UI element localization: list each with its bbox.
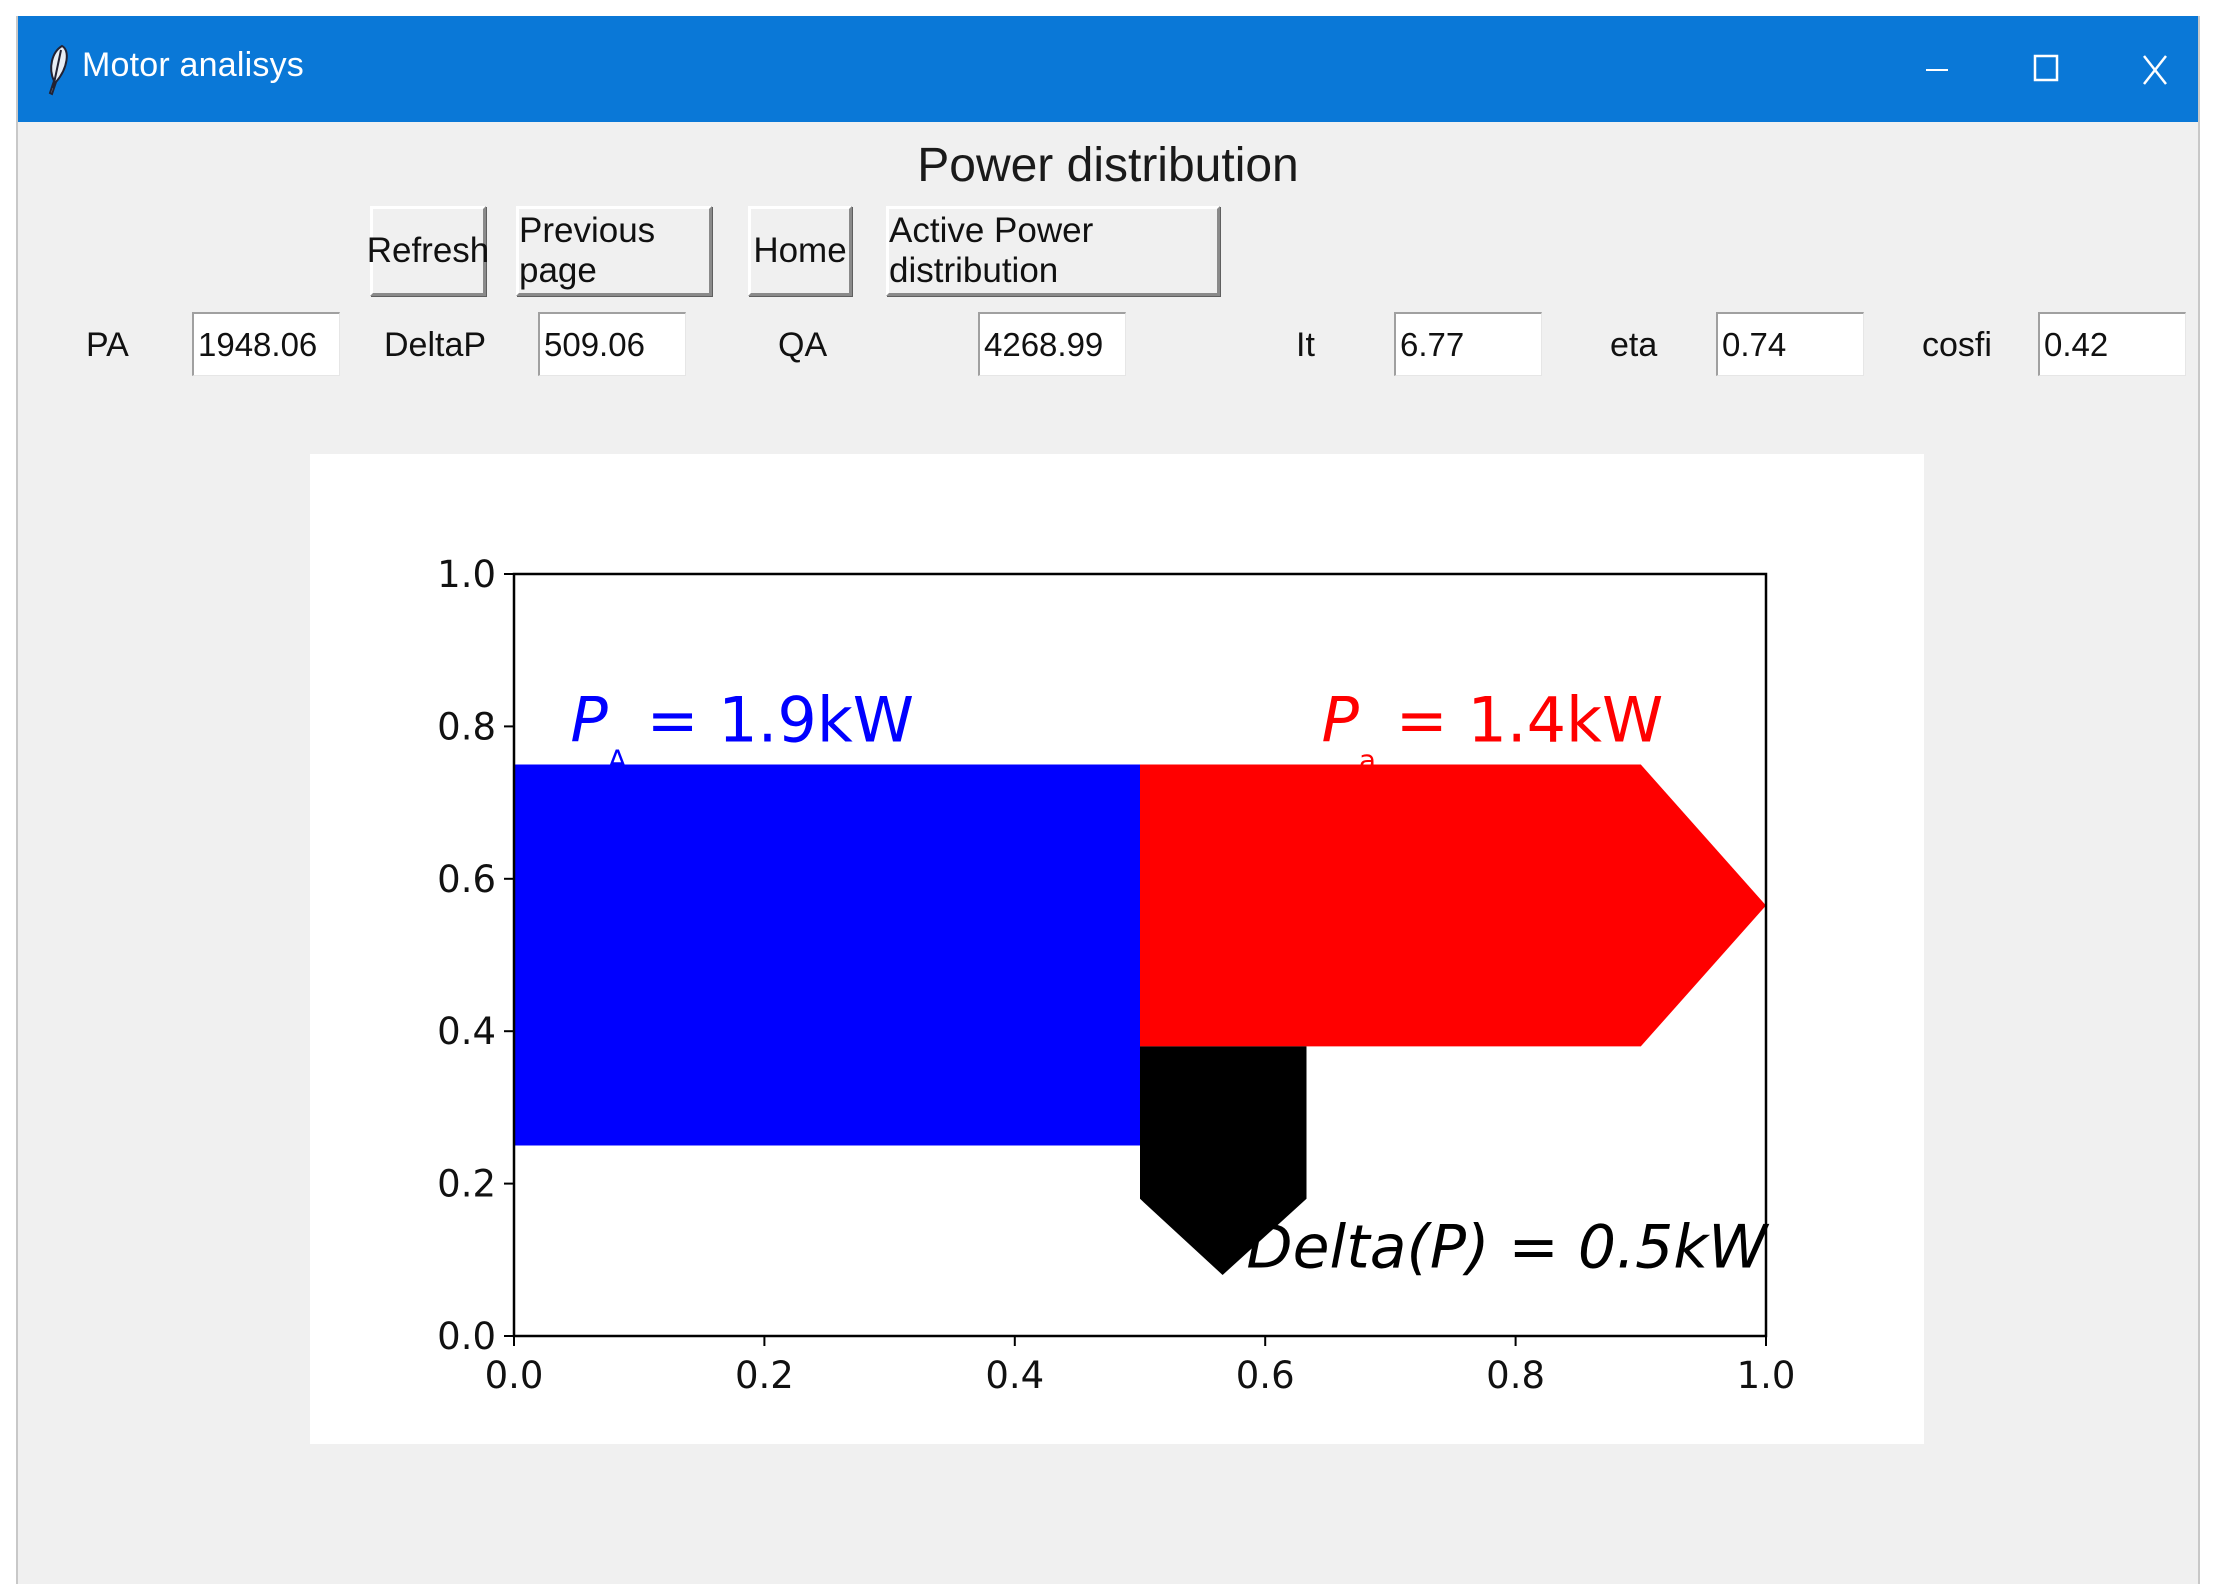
x-tick-label: 1.0: [1737, 1354, 1796, 1397]
qa-input[interactable]: [978, 312, 1126, 376]
power-loss-arrow: [1140, 1046, 1307, 1275]
maximize-button[interactable]: [1997, 16, 2103, 122]
title-bar[interactable]: Motor analisys: [18, 16, 2198, 122]
deltap-input[interactable]: [538, 312, 686, 376]
deltap-label: DeltaP: [384, 326, 487, 364]
input-power-flow: [514, 764, 1140, 1146]
x-tick-label: 0.4: [985, 1354, 1044, 1397]
close-button[interactable]: [2106, 16, 2212, 122]
y-tick-label: 0.4: [437, 1010, 496, 1053]
x-tick-label: 0.2: [735, 1354, 794, 1397]
eta-input[interactable]: [1716, 312, 1864, 376]
it-label: It: [1296, 326, 1315, 364]
sankey-chart: 0.0 0.2 0.4 0.6 0.8 1.0 0.0 0.2 0.4 0.6 0.8 1.0 PA =…: [437, 553, 1796, 1397]
pa-input[interactable]: [192, 312, 340, 376]
pa-label: PA: [86, 326, 129, 364]
app-window: Motor analisys Power distribution Refres…: [16, 16, 2200, 1584]
qa-label: QA: [778, 326, 828, 364]
eta-label: eta: [1610, 326, 1658, 364]
delta-p-flow-label: Delta(P) = 0.5kW: [1246, 1212, 1770, 1282]
x-tick-label: 0.0: [485, 1354, 544, 1397]
plot-frame: [512, 572, 1768, 1338]
chart-panel: 0.0 0.2 0.4 0.6 0.8 1.0 0.0 0.2 0.4 0.6 0.8 1.0 PA =…: [310, 454, 1924, 1444]
output-power-arrow: [1140, 764, 1766, 1047]
previous-page-button[interactable]: Previous page: [516, 206, 712, 296]
cosfi-label: cosfi: [1922, 326, 1992, 364]
feather-icon: [40, 40, 76, 100]
y-tick-label: 0.6: [437, 858, 496, 901]
page-title: Power distribution: [917, 139, 1299, 192]
y-tick-label: 0.0: [437, 1315, 496, 1358]
window-title: Motor analisys: [82, 46, 304, 84]
y-tick-label: 1.0: [437, 553, 496, 596]
home-button[interactable]: Home: [748, 206, 852, 296]
cosfi-input[interactable]: [2038, 312, 2186, 376]
y-tick-label: 0.8: [437, 705, 496, 748]
y-tick-label: 0.2: [437, 1163, 496, 1206]
refresh-button[interactable]: Refresh: [367, 206, 489, 296]
it-input[interactable]: [1394, 312, 1542, 376]
pa-flow-label: PA = 1.9kW: [570, 684, 914, 777]
minimize-button[interactable]: [1888, 16, 1994, 122]
x-tick-label: 0.8: [1486, 1354, 1545, 1397]
pa-output-flow-label: Pa = 1.4kW: [1322, 684, 1664, 777]
active-power-distribution-button[interactable]: Active Power distribution: [886, 206, 1220, 296]
x-tick-label: 0.6: [1236, 1354, 1295, 1397]
